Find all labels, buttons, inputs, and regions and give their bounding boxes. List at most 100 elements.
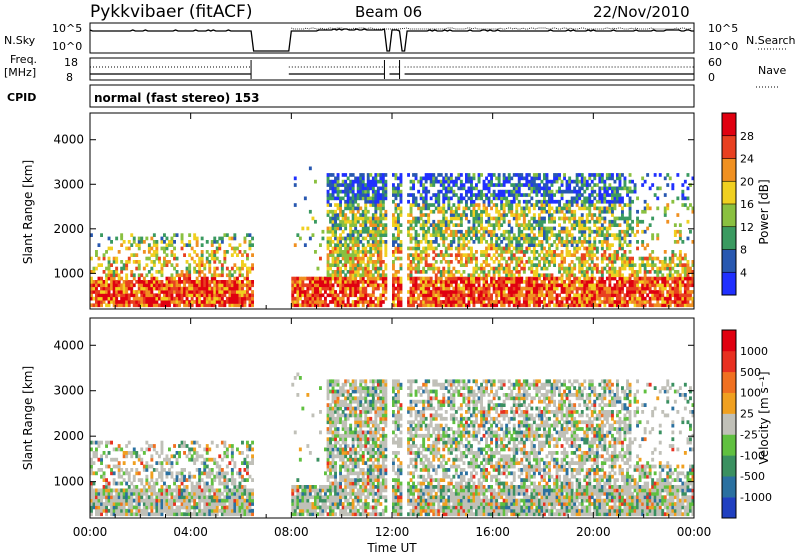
- heatmap-cell: [233, 293, 237, 298]
- heatmap-cell: [120, 270, 124, 274]
- heatmap-cell: [517, 283, 521, 288]
- heatmap-cell: [512, 199, 516, 204]
- heatmap-cell: [663, 206, 667, 211]
- heatmap-cell: [346, 219, 350, 224]
- heatmap-cell: [376, 219, 380, 224]
- heatmap-cell: [417, 263, 421, 267]
- heatmap-cell: [422, 226, 426, 231]
- heatmap-cell: [454, 246, 458, 251]
- heatmap-cell: [525, 250, 529, 254]
- heatmap-cell: [457, 203, 461, 207]
- heatmap-cell: [150, 495, 154, 500]
- heatmap-cell: [105, 512, 108, 517]
- heatmap-cell: [477, 216, 481, 221]
- heatmap-cell: [603, 300, 607, 304]
- heatmap-cell: [510, 183, 514, 187]
- heatmap-cell: [291, 276, 295, 281]
- heatmap-cell: [432, 283, 436, 288]
- heatmap-cell: [616, 286, 619, 291]
- heatmap-cell: [631, 273, 634, 278]
- heatmap-cell: [145, 488, 149, 493]
- heatmap-cell: [193, 266, 197, 271]
- heatmap-cell: [198, 260, 202, 264]
- heatmap-cell: [573, 223, 577, 227]
- heatmap-cell: [449, 206, 453, 211]
- heatmap-cell: [676, 270, 680, 274]
- heatmap-cell: [344, 173, 348, 177]
- heatmap-cell: [583, 223, 587, 227]
- heatmap-cell: [618, 176, 622, 181]
- heatmap-cell: [185, 300, 189, 304]
- heatmap-cell: [248, 243, 252, 247]
- heatmap-cell: [565, 183, 569, 187]
- heatmap-cell: [132, 300, 136, 304]
- heatmap-cell: [517, 223, 521, 227]
- heatmap-cell: [457, 253, 461, 257]
- heatmap-cell: [311, 296, 315, 301]
- heatmap-cell: [480, 296, 483, 301]
- heatmap-cell: [658, 186, 662, 191]
- heatmap-cell: [593, 263, 597, 267]
- heatmap-cell: [230, 290, 234, 294]
- heatmap-cell: [646, 203, 650, 207]
- heatmap-cell: [535, 256, 539, 261]
- heatmap-cell: [316, 290, 320, 294]
- heatmap-cell: [233, 283, 237, 288]
- heatmap-cell: [132, 253, 136, 257]
- heatmap-cell: [583, 183, 587, 187]
- heatmap-cell: [573, 250, 577, 254]
- heatmap-cell: [598, 290, 602, 294]
- heatmap-cell: [538, 263, 541, 267]
- heatmap-cell: [434, 276, 438, 281]
- heatmap-cell: [329, 216, 332, 221]
- heatmap-cell: [477, 206, 481, 211]
- heatmap-cell: [107, 276, 111, 281]
- heatmap-cell: [145, 256, 149, 261]
- heatmap-cell: [120, 447, 124, 452]
- heatmap-cell: [490, 236, 493, 241]
- heatmap-cell: [326, 253, 330, 257]
- heatmap-cell: [92, 488, 96, 493]
- heatmap-cell: [467, 179, 471, 184]
- heatmap-cell: [115, 512, 119, 517]
- heatmap-cell: [326, 286, 330, 291]
- heatmap-cell: [613, 233, 617, 237]
- heatmap-cell: [105, 296, 108, 301]
- heatmap-cell: [671, 293, 675, 298]
- heatmap-cell: [540, 240, 544, 244]
- heatmap-cell: [580, 273, 584, 278]
- heatmap-cell: [336, 206, 340, 211]
- heatmap-cell: [628, 293, 632, 298]
- heatmap-cell: [560, 253, 564, 257]
- heatmap-cell: [583, 300, 587, 304]
- heatmap-cell: [379, 199, 383, 204]
- heatmap-cell: [339, 290, 342, 294]
- heatmap-cell: [200, 303, 204, 308]
- heatmap-cell: [643, 209, 647, 214]
- heatmap-cell: [495, 196, 499, 201]
- heatmap-cell: [190, 286, 194, 291]
- heatmap-cell: [351, 250, 355, 254]
- heatmap-cell: [198, 283, 202, 288]
- heatmap-cell: [419, 280, 423, 284]
- heatmap-cell: [112, 286, 116, 291]
- heatmap-cell: [671, 199, 675, 204]
- heatmap-cell: [321, 229, 325, 234]
- heatmap-cell: [326, 240, 330, 244]
- heatmap-cell: [515, 250, 519, 254]
- heatmap-cell: [185, 293, 189, 298]
- heatmap-cell: [668, 266, 672, 271]
- heatmap-cell: [487, 243, 491, 247]
- heatmap-cell: [573, 273, 577, 278]
- heatmap-cell: [548, 243, 551, 247]
- heatmap-cell: [673, 286, 677, 291]
- heatmap-cell: [336, 240, 340, 244]
- heatmap-cell: [243, 293, 247, 298]
- heatmap-cell: [631, 199, 634, 204]
- heatmap-cell: [550, 216, 554, 221]
- heatmap-cell: [575, 300, 579, 304]
- heatmap-cell: [432, 173, 436, 177]
- heatmap-cell: [520, 213, 524, 217]
- heatmap-cell: [666, 203, 670, 207]
- heatmap-cell: [110, 246, 113, 251]
